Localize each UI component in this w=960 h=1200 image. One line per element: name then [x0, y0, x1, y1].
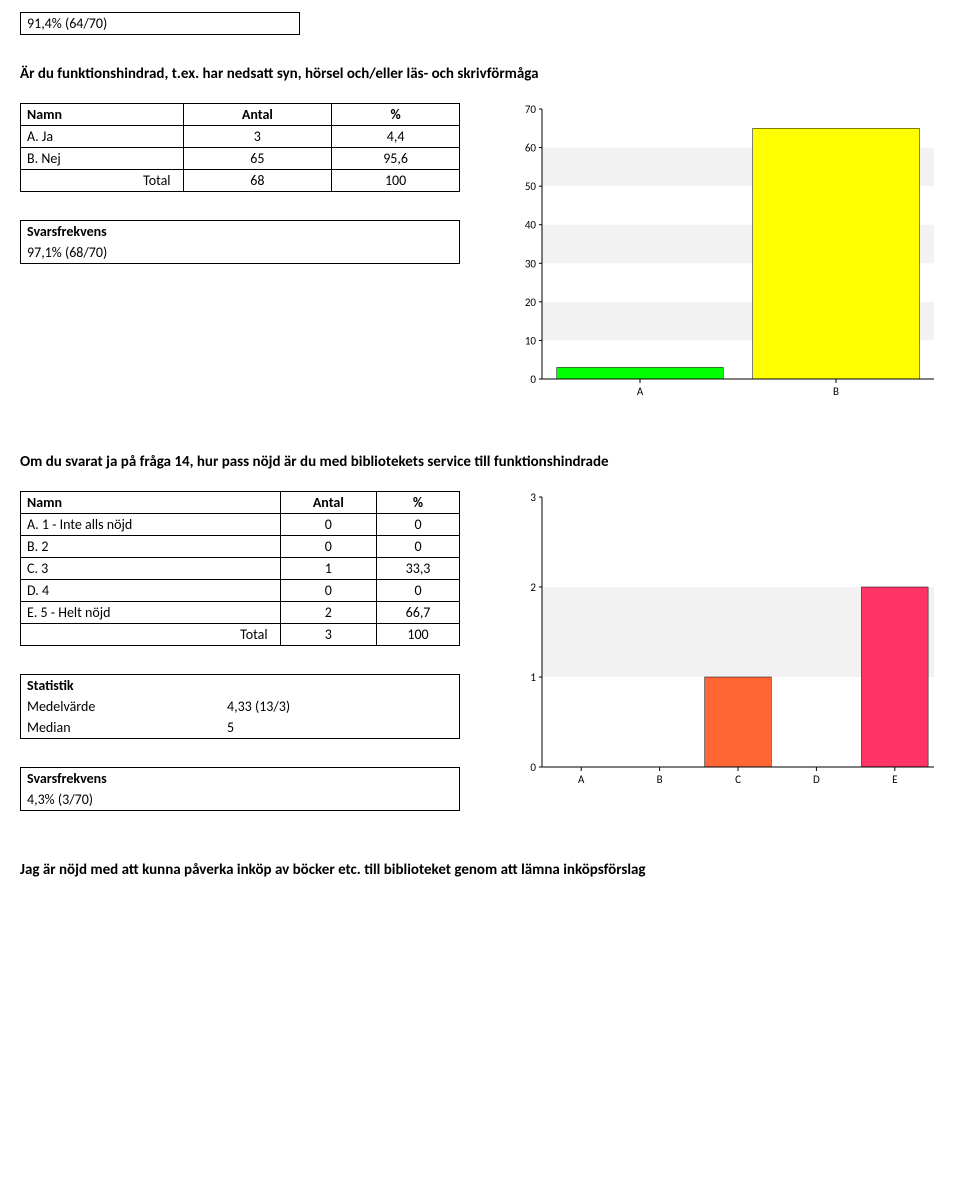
q1-chart: 0 10 20 30 40 50 60 70 A B: [510, 103, 940, 403]
svarsfrekvens-value: 4,3% (3/70): [21, 789, 459, 810]
q1-table-header: Namn Antal %: [21, 104, 460, 126]
svg-text:D: D: [813, 773, 820, 786]
q1-row: Namn Antal % A. Ja 3 4,4 B. Nej 65 95,6 …: [20, 103, 940, 403]
cell-total-label: Total: [21, 170, 184, 192]
table-total-row: Total 3 100: [21, 624, 460, 646]
svarsfrekvens-label: Svarsfrekvens: [21, 768, 459, 789]
stat-key: Median: [27, 719, 227, 736]
col-namn: Namn: [21, 104, 184, 126]
table-row: E. 5 - Helt nöjd 2 66,7: [21, 602, 460, 624]
top-response-text: 91,4% (64/70): [27, 15, 107, 32]
svg-text:A: A: [578, 773, 585, 786]
cell-label: C. 3: [21, 558, 281, 580]
q1-table: Namn Antal % A. Ja 3 4,4 B. Nej 65 95,6 …: [20, 103, 460, 192]
q2-heading: Om du svarat ja på fråga 14, hur pass nö…: [20, 453, 940, 471]
svg-text:E: E: [892, 773, 897, 786]
table-row: B. 2 0 0: [21, 536, 460, 558]
svarsfrekvens-label-text: Svarsfrekvens: [27, 223, 107, 240]
bottom-heading: Jag är nöjd med att kunna påverka inköp …: [20, 861, 940, 879]
svarsfrekvens-value-text: 4,3% (3/70): [27, 791, 93, 808]
svarsfrekvens-label-text: Svarsfrekvens: [27, 770, 107, 787]
col-antal: Antal: [183, 104, 332, 126]
cell-antal: 3: [183, 126, 332, 148]
cell-pct: 66,7: [377, 602, 460, 624]
svg-text:3: 3: [530, 491, 536, 504]
table-row: A. 1 - Inte alls nöjd 0 0: [21, 514, 460, 536]
statistik-label: Statistik: [21, 675, 459, 696]
svg-text:A: A: [637, 385, 644, 398]
stat-row: Medelvärde 4,33 (13/3): [21, 696, 459, 717]
cell-antal: 2: [280, 602, 376, 624]
q1-svarsfrekvens-box: Svarsfrekvens 97,1% (68/70): [20, 220, 460, 264]
svg-text:0: 0: [530, 373, 536, 386]
stat-key: Medelvärde: [27, 698, 227, 715]
cell-label: B. 2: [21, 536, 281, 558]
svarsfrekvens-value-text: 97,1% (68/70): [27, 244, 107, 261]
cell-antal: 0: [280, 514, 376, 536]
svg-text:30: 30: [525, 257, 537, 270]
stat-value: 5: [227, 719, 234, 736]
table-row: A. Ja 3 4,4: [21, 126, 460, 148]
cell-label: A. 1 - Inte alls nöjd: [21, 514, 281, 536]
svarsfrekvens-label: Svarsfrekvens: [21, 221, 459, 242]
cell-total-label: Total: [21, 624, 281, 646]
svg-text:B: B: [657, 773, 663, 786]
cell-antal: 0: [280, 536, 376, 558]
q1-chart-container: 0 10 20 30 40 50 60 70 A B: [510, 103, 940, 403]
cell-pct: 33,3: [377, 558, 460, 580]
table-total-row: Total 68 100: [21, 170, 460, 192]
cell-total-pct: 100: [377, 624, 460, 646]
col-pct: %: [377, 492, 460, 514]
table-row: B. Nej 65 95,6: [21, 148, 460, 170]
cell-antal: 65: [183, 148, 332, 170]
table-row: C. 3 1 33,3: [21, 558, 460, 580]
q2-table-header: Namn Antal %: [21, 492, 460, 514]
svg-text:1: 1: [530, 671, 536, 684]
q2-chart: 0 1 2 3 A B C D E: [510, 491, 940, 791]
cell-pct: 0: [377, 536, 460, 558]
svg-text:B: B: [833, 385, 839, 398]
q1-heading: Är du funktionshindrad, t.ex. har nedsat…: [20, 65, 940, 83]
cell-label: D. 4: [21, 580, 281, 602]
stat-row: Median 5: [21, 717, 459, 738]
col-namn: Namn: [21, 492, 281, 514]
q2-table: Namn Antal % A. 1 - Inte alls nöjd 0 0 B…: [20, 491, 460, 646]
cell-total-pct: 100: [332, 170, 460, 192]
svarsfrekvens-value: 97,1% (68/70): [21, 242, 459, 263]
q2-svarsfrekvens-box: Svarsfrekvens 4,3% (3/70): [20, 767, 460, 811]
col-pct: %: [332, 104, 460, 126]
q2-left: Namn Antal % A. 1 - Inte alls nöjd 0 0 B…: [20, 491, 480, 811]
svg-text:C: C: [735, 773, 741, 786]
cell-antal: 1: [280, 558, 376, 580]
col-antal: Antal: [280, 492, 376, 514]
cell-pct: 95,6: [332, 148, 460, 170]
q2-statistik-box: Statistik Medelvärde 4,33 (13/3) Median …: [20, 674, 460, 739]
svg-text:10: 10: [525, 334, 537, 347]
cell-pct: 0: [377, 580, 460, 602]
stat-value: 4,33 (13/3): [227, 698, 290, 715]
cell-label: B. Nej: [21, 148, 184, 170]
cell-label: E. 5 - Helt nöjd: [21, 602, 281, 624]
svg-text:70: 70: [525, 103, 537, 116]
q2-chart-container: 0 1 2 3 A B C D E: [510, 491, 940, 791]
svg-text:40: 40: [525, 219, 537, 232]
q1-left: Namn Antal % A. Ja 3 4,4 B. Nej 65 95,6 …: [20, 103, 480, 264]
svg-text:50: 50: [525, 180, 537, 193]
top-response-box: 91,4% (64/70): [20, 12, 300, 35]
q2-row: Namn Antal % A. 1 - Inte alls nöjd 0 0 B…: [20, 491, 940, 811]
svg-text:0: 0: [530, 761, 536, 774]
cell-total-antal: 68: [183, 170, 332, 192]
cell-total-antal: 3: [280, 624, 376, 646]
cell-pct: 0: [377, 514, 460, 536]
cell-antal: 0: [280, 580, 376, 602]
statistik-label-text: Statistik: [27, 677, 74, 694]
svg-text:2: 2: [530, 581, 536, 594]
svg-text:60: 60: [525, 142, 537, 155]
cell-pct: 4,4: [332, 126, 460, 148]
cell-label: A. Ja: [21, 126, 184, 148]
svg-text:20: 20: [525, 296, 537, 309]
table-row: D. 4 0 0: [21, 580, 460, 602]
